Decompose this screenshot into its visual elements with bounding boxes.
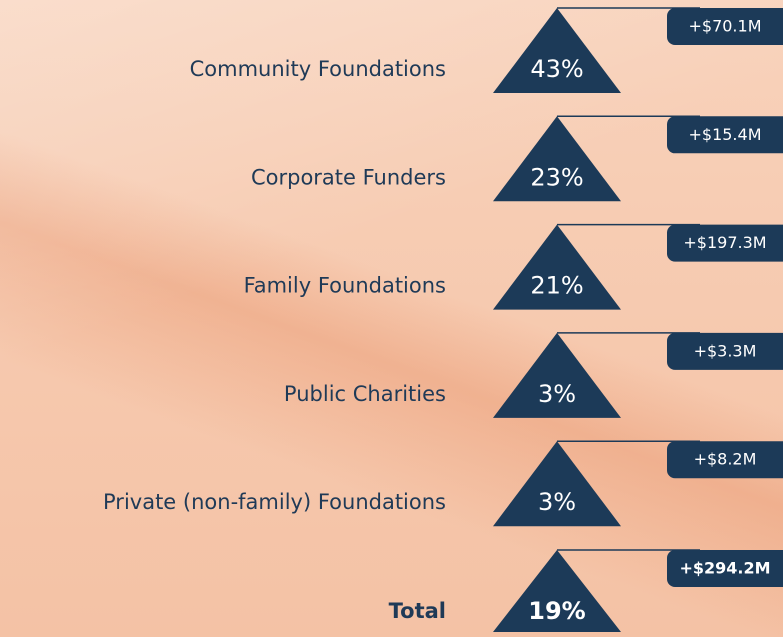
label: Corporate Funders xyxy=(251,165,446,189)
infographic: +$70.1M 43% Community Foundations +$15.4M 23… xyxy=(0,0,783,637)
amount: +$3.3M xyxy=(694,341,757,360)
rows: +$70.1M 43% Community Foundations +$15.4M 23… xyxy=(0,0,783,637)
percent: 3% xyxy=(538,488,576,516)
percent: 21% xyxy=(530,272,583,300)
amount: +$8.2M xyxy=(694,450,757,469)
amount: +$197.3M xyxy=(683,233,766,252)
label: Public Charities xyxy=(284,382,446,406)
percent: 3% xyxy=(538,380,576,408)
amount: +$294.2M xyxy=(679,559,770,578)
percent: 23% xyxy=(530,163,583,191)
amount: +$15.4M xyxy=(688,125,761,144)
percent: 19% xyxy=(528,597,585,625)
percent: 43% xyxy=(530,55,583,83)
amount: +$70.1M xyxy=(688,17,761,36)
label: Family Foundations xyxy=(244,274,446,298)
label: Private (non-family) Foundations xyxy=(103,490,446,514)
label: Community Foundations xyxy=(190,57,446,81)
label: Total xyxy=(389,599,446,623)
